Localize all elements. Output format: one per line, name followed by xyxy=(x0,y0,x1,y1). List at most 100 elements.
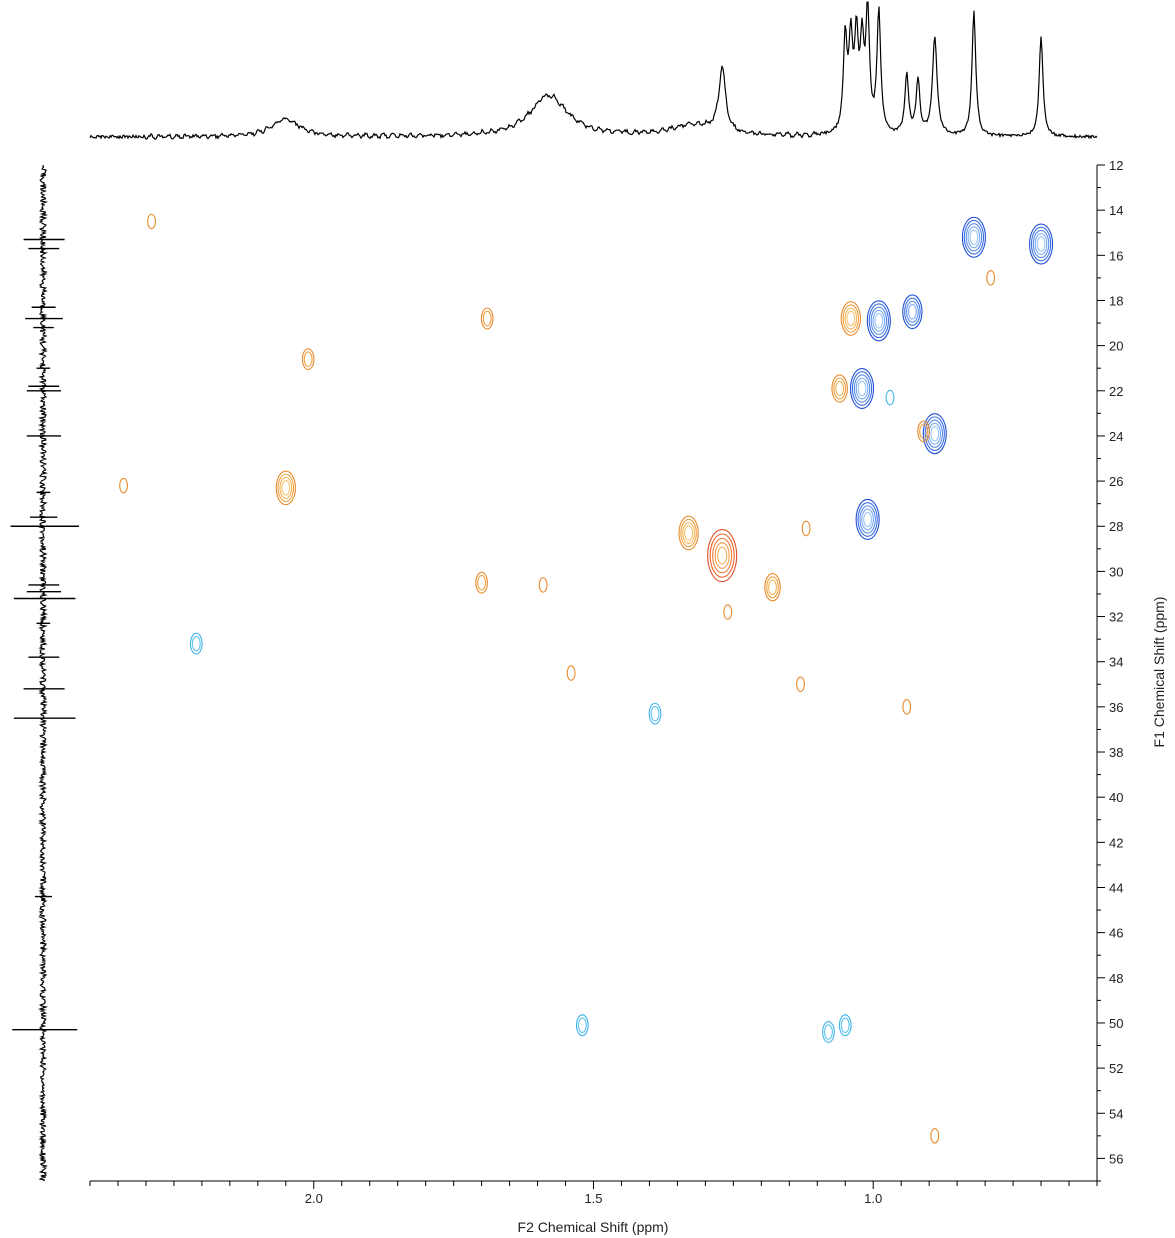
contour-peak-7-level-4 xyxy=(924,416,945,452)
y-tick-label: 14 xyxy=(1109,203,1123,218)
contour-peak-24-level-1 xyxy=(566,665,576,681)
contour-peak-3-level-2 xyxy=(906,300,919,323)
contour-peak-6-level-3 xyxy=(831,374,848,403)
x-tick-label: 1.5 xyxy=(584,1191,602,1206)
y-tick-label: 24 xyxy=(1109,429,1123,444)
contour-peak-15-level-1 xyxy=(303,351,313,367)
contour-peak-10-level-3 xyxy=(712,537,733,574)
contour-peak-19-level-1 xyxy=(723,604,733,620)
y-tick-label: 56 xyxy=(1109,1151,1123,1166)
contour-peak-1-level-1 xyxy=(1036,236,1046,252)
y-axis: 12 14 16 18 20 22 24 26 28 30 32 34 36 38 40 42 44 46 48 50… xyxy=(1096,158,1123,1182)
y-tick-label: 46 xyxy=(1109,926,1123,941)
contour-peak-11-level-4 xyxy=(678,515,699,551)
contour-peak-20-level-2 xyxy=(189,632,203,655)
y-tick-label: 44 xyxy=(1109,880,1123,895)
contour-peak-27-level-1 xyxy=(119,477,129,494)
contour-peak-1-level-5 xyxy=(1029,223,1054,265)
contour-peak-11-level-2 xyxy=(682,522,695,544)
contour-peak-25-level-1 xyxy=(986,270,996,286)
left-projection xyxy=(10,164,79,1182)
top-projection xyxy=(89,1,1098,140)
contour-peak-0-level-4 xyxy=(963,219,985,255)
contour-peak-4-level-2 xyxy=(844,307,858,330)
contour-peak-2-level-2 xyxy=(872,309,886,332)
contour-peak-21-level-2 xyxy=(648,702,662,725)
x-tick-label: 1.0 xyxy=(864,1191,882,1206)
contour-peak-13-level-4 xyxy=(275,470,296,506)
contour-peak-9-level-5 xyxy=(855,498,880,541)
contour-peak-12-level-2 xyxy=(766,576,779,599)
contour-peak-9-level-3 xyxy=(859,505,876,534)
y-tick-label: 22 xyxy=(1109,384,1123,399)
contour-peak-5-level-1 xyxy=(857,380,867,397)
contour-peak-6-level-1 xyxy=(835,380,845,397)
contour-peak-13-level-1 xyxy=(281,480,291,496)
contour-peak-0-level-5 xyxy=(961,216,986,258)
contour-peak-13-level-3 xyxy=(277,473,295,503)
contour-peak-10-level-4 xyxy=(709,533,735,578)
contour-peak-3-level-1 xyxy=(907,304,917,320)
contour-peak-14-level-2 xyxy=(480,307,494,330)
contour-peak-17-level-2 xyxy=(475,571,488,594)
contour-peak-7-level-5 xyxy=(922,413,947,455)
contour-peak-2-level-5 xyxy=(866,300,891,342)
contour-peak-8-level-2 xyxy=(917,420,930,443)
contour-layer xyxy=(119,213,1054,1144)
proton-projection-trace xyxy=(89,1,1098,140)
y-tick-label: 42 xyxy=(1109,835,1123,850)
contour-peak-0-level-3 xyxy=(965,223,983,252)
contour-peak-21-level-1 xyxy=(650,705,660,722)
y-tick-label: 20 xyxy=(1109,339,1123,354)
y-tick-label: 48 xyxy=(1109,971,1123,986)
y-tick-label: 32 xyxy=(1109,610,1123,625)
contour-peak-31-level-1 xyxy=(840,1017,850,1033)
contour-peak-29-level-2 xyxy=(575,1014,589,1037)
contour-peak-0-level-2 xyxy=(967,226,981,249)
y-tick-label: 12 xyxy=(1109,158,1123,173)
y-tick-label: 28 xyxy=(1109,519,1123,534)
contour-peak-5-level-2 xyxy=(855,377,869,400)
y-tick-label: 40 xyxy=(1109,790,1123,805)
contour-peak-7-level-1 xyxy=(930,425,940,442)
y-tick-label: 38 xyxy=(1109,745,1123,760)
contour-peak-16-level-1 xyxy=(147,213,156,230)
contour-peak-11-level-3 xyxy=(680,518,697,548)
contour-peak-5-level-3 xyxy=(853,374,871,403)
contour-peak-0-level-1 xyxy=(969,229,979,245)
contour-peak-10-level-5 xyxy=(707,529,738,583)
contour-peak-1-level-3 xyxy=(1032,229,1050,259)
contour-peak-1-level-4 xyxy=(1030,226,1052,262)
contour-peak-10-level-2 xyxy=(714,542,730,569)
contour-peak-2-level-1 xyxy=(874,313,884,329)
contour-peak-13-level-2 xyxy=(279,476,293,499)
contour-peak-23-level-1 xyxy=(902,699,912,715)
carbon-projection-trace xyxy=(37,164,49,1182)
contour-peak-32-level-1 xyxy=(930,1128,940,1144)
x-axis: 2.0 1.5 1.0 xyxy=(89,1180,1098,1206)
contour-peak-9-level-1 xyxy=(863,511,873,528)
contour-peak-12-level-1 xyxy=(768,579,777,595)
contour-peak-5-level-4 xyxy=(851,371,873,406)
contour-peak-1-level-2 xyxy=(1034,233,1048,255)
x-tick-label: 2.0 xyxy=(305,1191,323,1206)
contour-peak-22-level-1 xyxy=(796,676,805,693)
contour-peak-18-level-1 xyxy=(538,577,548,593)
contour-peak-4-level-1 xyxy=(846,310,856,327)
contour-peak-17-level-1 xyxy=(477,574,487,591)
x-axis-label: F2 Chemical Shift (ppm) xyxy=(518,1219,669,1235)
contour-peak-26-level-1 xyxy=(885,389,895,406)
y-axis-label: F1 Chemical Shift (ppm) xyxy=(1151,597,1167,748)
y-tick-label: 16 xyxy=(1109,248,1123,263)
contour-peak-30-level-1 xyxy=(824,1024,833,1040)
contour-peak-9-level-4 xyxy=(857,502,878,537)
contour-peak-2-level-4 xyxy=(868,303,889,339)
y-tick-label: 34 xyxy=(1109,655,1123,670)
contour-peak-31-level-2 xyxy=(838,1014,852,1037)
y-tick-label: 26 xyxy=(1109,474,1123,489)
contour-peak-11-level-1 xyxy=(684,525,694,541)
contour-peak-2-level-3 xyxy=(870,306,888,335)
contour-peak-3-level-4 xyxy=(902,294,923,330)
contour-peak-5-level-5 xyxy=(849,367,875,410)
contour-peak-4-level-4 xyxy=(840,301,861,336)
